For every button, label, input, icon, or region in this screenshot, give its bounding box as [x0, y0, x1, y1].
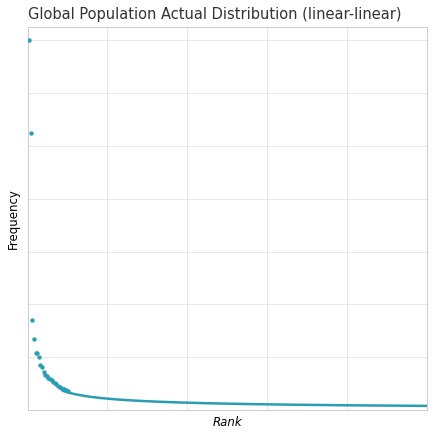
Y-axis label: Frequency: Frequency	[7, 188, 20, 249]
Point	[30, 335, 37, 342]
Point	[48, 377, 55, 384]
Point	[59, 385, 66, 392]
Point	[49, 378, 56, 385]
Point	[35, 354, 42, 361]
Point	[64, 387, 71, 394]
Point	[62, 387, 69, 394]
Point	[45, 375, 52, 382]
Point	[56, 383, 63, 390]
Point	[53, 381, 60, 388]
Point	[55, 382, 62, 389]
Text: Global Population Actual Distribution (linear-linear): Global Population Actual Distribution (l…	[28, 7, 401, 22]
X-axis label: Rank: Rank	[213, 416, 242, 429]
Point	[58, 385, 65, 392]
Point	[42, 371, 49, 378]
Point	[37, 362, 44, 369]
Point	[29, 317, 36, 324]
Point	[34, 350, 41, 357]
Point	[32, 350, 39, 357]
Point	[27, 129, 34, 136]
Point	[39, 364, 46, 371]
Point	[43, 373, 50, 380]
Point	[61, 386, 68, 393]
Point	[46, 376, 53, 383]
Point	[51, 380, 58, 387]
Point	[40, 368, 47, 375]
Point	[26, 37, 33, 44]
